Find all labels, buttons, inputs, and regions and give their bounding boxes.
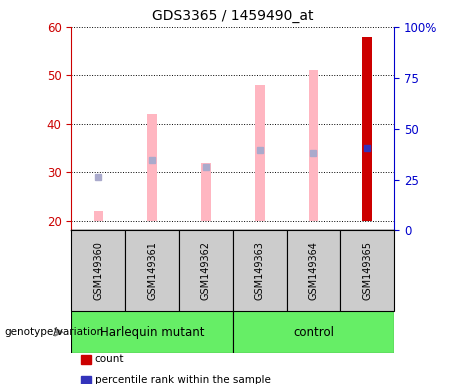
Bar bbox=[287, 230, 340, 311]
Title: GDS3365 / 1459490_at: GDS3365 / 1459490_at bbox=[152, 9, 313, 23]
Text: Harlequin mutant: Harlequin mutant bbox=[100, 326, 204, 339]
Text: GSM149360: GSM149360 bbox=[93, 241, 103, 300]
Bar bbox=[362, 36, 372, 221]
Bar bbox=[71, 311, 233, 353]
Bar bbox=[255, 85, 265, 221]
Text: GSM149365: GSM149365 bbox=[362, 241, 372, 300]
Bar bbox=[340, 230, 394, 311]
Text: count: count bbox=[95, 354, 124, 364]
Text: GSM149364: GSM149364 bbox=[308, 241, 319, 300]
Text: genotype/variation: genotype/variation bbox=[5, 327, 104, 337]
Bar bbox=[148, 114, 157, 221]
Bar bbox=[309, 71, 318, 221]
Bar bbox=[71, 230, 125, 311]
Bar bbox=[94, 211, 103, 221]
Bar bbox=[201, 162, 211, 221]
Bar bbox=[233, 311, 394, 353]
Text: percentile rank within the sample: percentile rank within the sample bbox=[95, 375, 271, 384]
Text: GSM149361: GSM149361 bbox=[147, 241, 157, 300]
Bar bbox=[233, 230, 287, 311]
Text: GSM149362: GSM149362 bbox=[201, 241, 211, 300]
Text: control: control bbox=[293, 326, 334, 339]
Bar bbox=[179, 230, 233, 311]
Bar bbox=[125, 230, 179, 311]
Text: GSM149363: GSM149363 bbox=[254, 241, 265, 300]
